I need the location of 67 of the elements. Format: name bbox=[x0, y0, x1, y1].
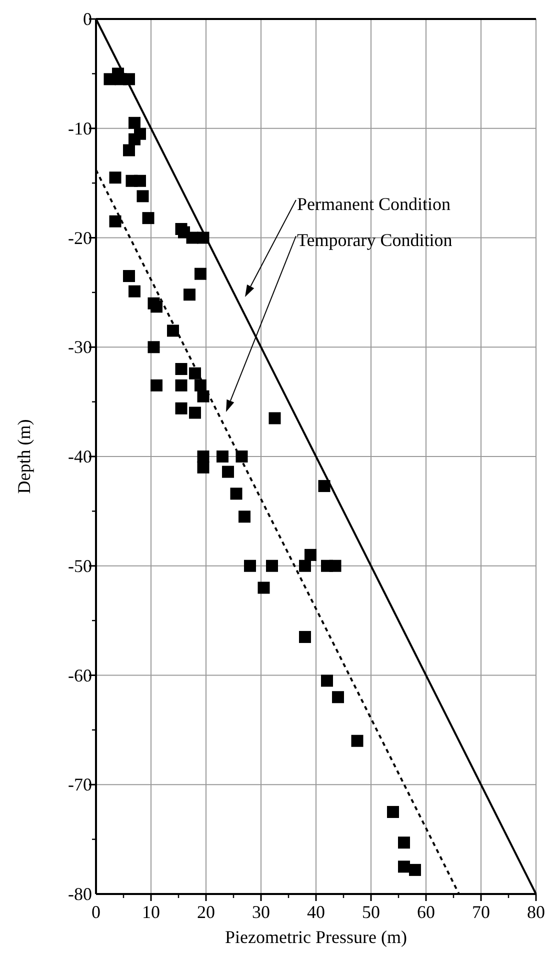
y-tick-label: -80 bbox=[68, 884, 92, 904]
y-tick-label: -60 bbox=[68, 665, 92, 686]
point bbox=[148, 341, 160, 354]
point bbox=[109, 215, 122, 228]
annotation: Temporary Condition bbox=[297, 230, 452, 250]
x-tick-label: 80 bbox=[527, 902, 545, 922]
annotation: Permanent Condition bbox=[297, 194, 450, 214]
point bbox=[109, 172, 122, 184]
point bbox=[329, 560, 342, 572]
point bbox=[197, 461, 210, 474]
point bbox=[299, 560, 311, 572]
point bbox=[304, 548, 316, 561]
y-tick-label: -10 bbox=[68, 118, 92, 138]
point bbox=[197, 390, 210, 402]
x-tick-label: 60 bbox=[417, 902, 435, 922]
point bbox=[184, 288, 196, 301]
x-axis-title: Piezometric Pressure (m) bbox=[225, 927, 407, 947]
y-axis-title: Depth (m) bbox=[14, 419, 34, 494]
x-tick-label: 70 bbox=[472, 902, 490, 922]
point bbox=[167, 324, 179, 337]
point bbox=[150, 300, 162, 313]
point bbox=[123, 144, 135, 156]
point bbox=[189, 406, 201, 419]
point bbox=[332, 691, 344, 704]
point bbox=[351, 734, 364, 747]
y-tick-label: -50 bbox=[68, 556, 92, 576]
point bbox=[189, 367, 201, 380]
point bbox=[409, 864, 421, 876]
point bbox=[238, 510, 250, 523]
y-tick-label: -30 bbox=[68, 337, 92, 358]
point bbox=[268, 412, 281, 424]
x-tick-label: 10 bbox=[142, 902, 160, 922]
point bbox=[142, 212, 154, 224]
point bbox=[387, 806, 399, 818]
point bbox=[216, 450, 228, 462]
y-tick-label: -40 bbox=[68, 446, 92, 466]
x-tick-label: 20 bbox=[197, 902, 215, 922]
point bbox=[244, 560, 256, 572]
point bbox=[175, 379, 188, 392]
point bbox=[398, 860, 410, 873]
x-tick-label: 30 bbox=[252, 902, 270, 922]
point bbox=[266, 560, 278, 572]
point bbox=[150, 379, 162, 392]
point bbox=[136, 190, 149, 202]
point bbox=[230, 488, 242, 500]
point bbox=[398, 836, 410, 849]
point bbox=[175, 363, 188, 375]
point bbox=[299, 630, 311, 643]
point bbox=[194, 379, 206, 392]
point bbox=[128, 285, 140, 298]
point bbox=[321, 674, 333, 687]
x-tick-label: 50 bbox=[362, 902, 380, 922]
point bbox=[194, 268, 206, 280]
point bbox=[318, 480, 330, 492]
point bbox=[236, 450, 248, 462]
point bbox=[258, 582, 270, 594]
point bbox=[123, 270, 135, 282]
point bbox=[123, 73, 135, 86]
point bbox=[134, 174, 146, 187]
x-tick-label: 40 bbox=[307, 902, 325, 922]
point bbox=[128, 116, 140, 129]
point bbox=[197, 450, 210, 462]
point bbox=[197, 232, 210, 244]
y-tick-label: -20 bbox=[68, 228, 92, 248]
point bbox=[175, 402, 188, 414]
y-tick-label: -70 bbox=[68, 774, 92, 795]
point bbox=[222, 466, 234, 478]
